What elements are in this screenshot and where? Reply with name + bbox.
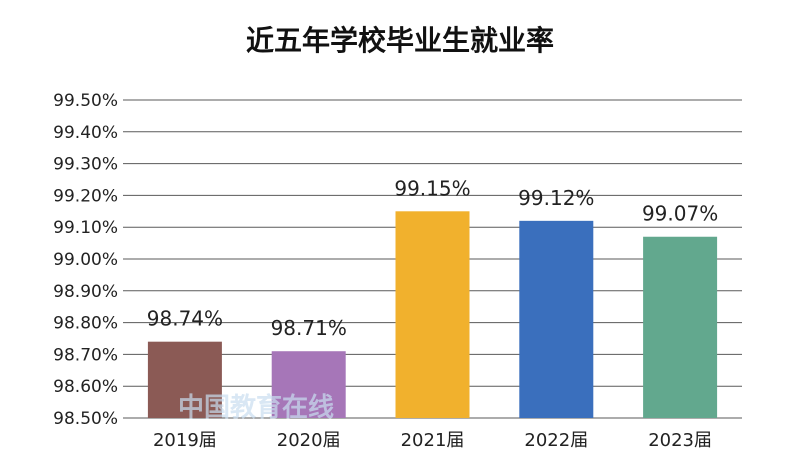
- data-label: 98.74%: [147, 307, 223, 331]
- data-label: 98.71%: [271, 316, 347, 340]
- chart-title: 近五年学校毕业生就业率: [246, 24, 554, 57]
- x-category-label: 2021届: [401, 430, 465, 451]
- x-axis-categories: 2019届 2020届 2021届 2022届 2023届: [153, 430, 712, 451]
- x-category-label: 2020届: [277, 430, 341, 451]
- y-axis-ticks: 99.50% 99.40% 99.30% 99.20% 99.10% 99.00% 98.9…: [53, 91, 118, 429]
- bar-2023届: [643, 236, 718, 418]
- y-tick-label: 98.60%: [53, 377, 118, 397]
- y-tick-label: 99.20%: [53, 186, 118, 206]
- watermark-text: 中国教育在线: [178, 392, 334, 423]
- y-tick-label: 98.70%: [53, 345, 118, 365]
- bar-2020届: [271, 351, 346, 418]
- y-tick-label: 98.90%: [53, 282, 118, 302]
- bar-2019届: [147, 341, 222, 418]
- y-tick-label: 99.30%: [53, 155, 118, 175]
- y-tick-label: 98.50%: [53, 409, 118, 429]
- data-label: 99.07%: [642, 202, 718, 226]
- x-category-label: 2022届: [524, 430, 588, 451]
- data-label: 99.12%: [518, 186, 594, 210]
- y-tick-label: 99.00%: [53, 250, 118, 270]
- x-category-label: 2019届: [153, 430, 217, 451]
- bar-2021届: [395, 211, 470, 418]
- y-tick-label: 98.80%: [53, 314, 118, 334]
- y-tick-label: 99.10%: [53, 218, 118, 238]
- bars: [147, 211, 718, 418]
- data-labels: 98.74% 98.71% 99.15% 99.12% 99.07%: [147, 176, 718, 340]
- x-category-label: 2023届: [648, 430, 712, 451]
- y-tick-label: 99.50%: [53, 91, 118, 111]
- y-tick-label: 99.40%: [53, 123, 118, 143]
- bar-2022届: [519, 220, 594, 418]
- data-label: 99.15%: [394, 176, 470, 200]
